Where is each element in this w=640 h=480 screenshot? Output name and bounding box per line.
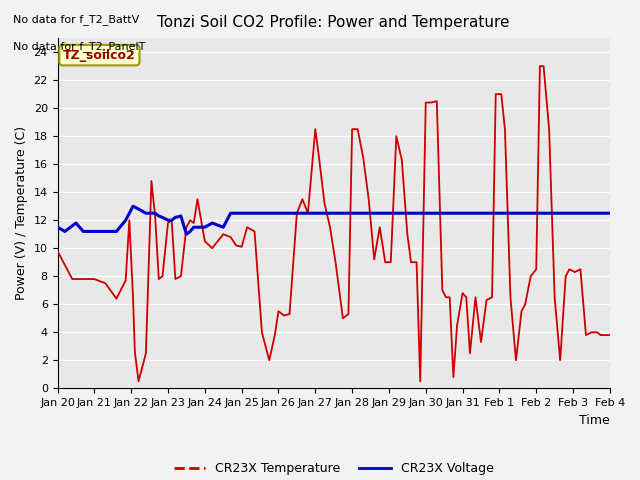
Title: Tonzi Soil CO2 Profile: Power and Temperature: Tonzi Soil CO2 Profile: Power and Temper… xyxy=(157,15,510,30)
Y-axis label: Power (V) / Temperature (C): Power (V) / Temperature (C) xyxy=(15,126,28,300)
Text: No data for f_T2_BattV: No data for f_T2_BattV xyxy=(13,14,139,25)
Text: No data for f_T2_PanelT: No data for f_T2_PanelT xyxy=(13,41,145,52)
Legend: CR23X Temperature, CR23X Voltage: CR23X Temperature, CR23X Voltage xyxy=(169,457,499,480)
Text: TZ_soilco2: TZ_soilco2 xyxy=(63,48,136,61)
X-axis label: Time: Time xyxy=(579,414,610,427)
